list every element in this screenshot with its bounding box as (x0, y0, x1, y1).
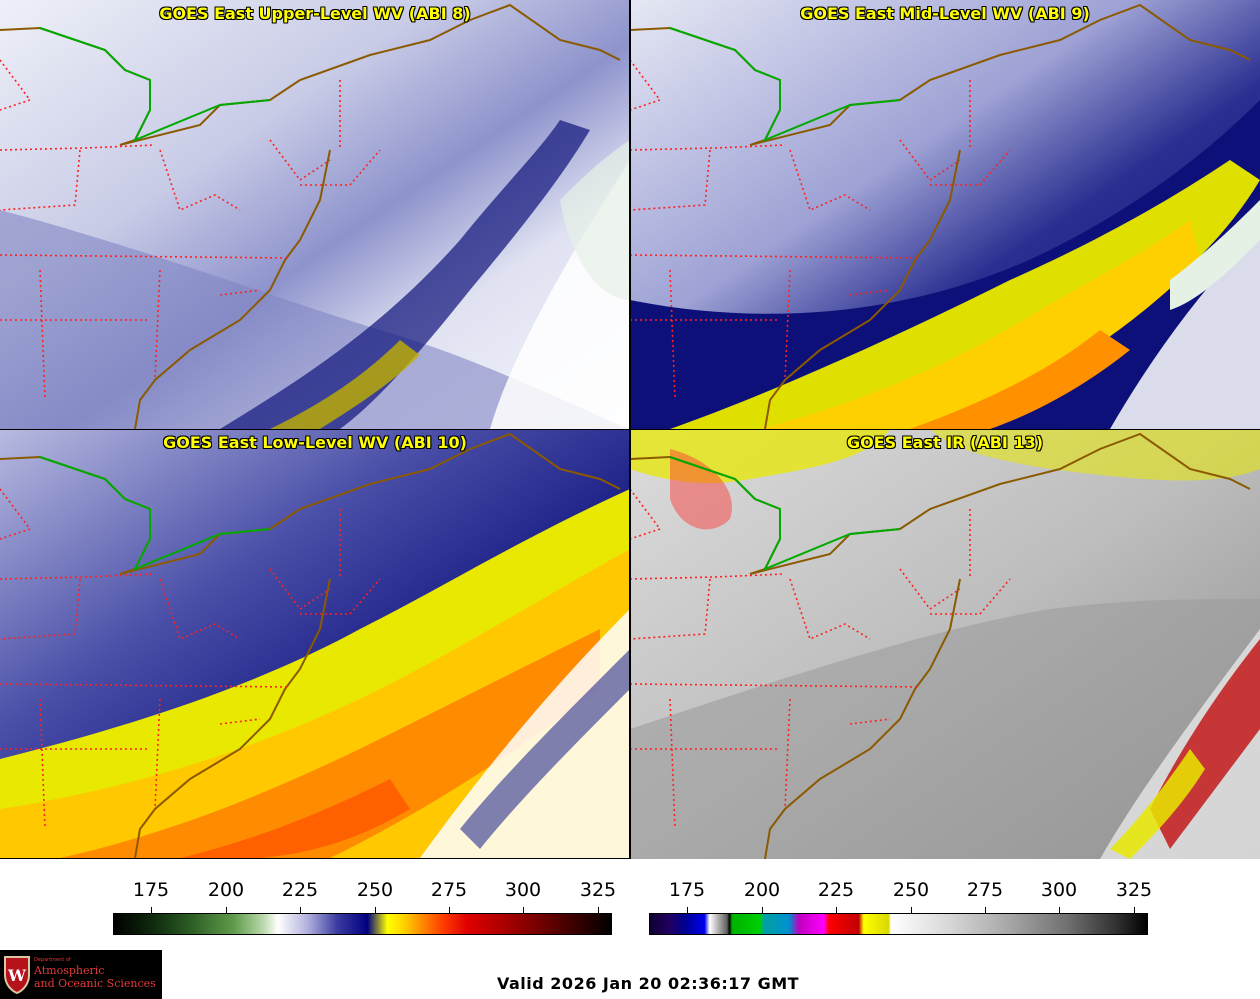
panel-title-upper-wv: GOES East Upper-Level WV (ABI 8) (159, 4, 471, 23)
aos-logo: W Department of Atmospheric and Oceanic … (0, 950, 162, 999)
panel-ir: GOES East IR (ABI 13) (630, 429, 1260, 859)
colorbar-ir-tickmark (1134, 907, 1135, 913)
colorbar-wv-tickmark (449, 907, 450, 913)
colorbar-wv-tick: 325 (579, 879, 617, 901)
mid-wv-image (630, 0, 1260, 429)
colorbar-ir-tickmark (985, 907, 986, 913)
panel-title-ir: GOES East IR (ABI 13) (846, 433, 1044, 452)
colorbar-wv-tick: 175 (132, 879, 170, 901)
colorbar-ir-gradient (649, 913, 1148, 935)
logo-name-line1: Atmospheric (34, 964, 105, 977)
colorbar-wv-tick: 225 (281, 879, 319, 901)
uw-crest-letter: W (7, 966, 27, 985)
panel-mid-level-wv: GOES East Mid-Level WV (ABI 9) (630, 0, 1260, 429)
panel-title-mid-wv: GOES East Mid-Level WV (ABI 9) (800, 4, 1090, 23)
colorbar-wv: 175 200 225 250 275 300 325 (113, 879, 616, 939)
panel-title-low-wv: GOES East Low-Level WV (ABI 10) (163, 433, 467, 452)
valid-time: Valid 2026 Jan 20 02:36:17 GMT (497, 974, 800, 993)
logo-department: Department of (34, 957, 71, 963)
low-wv-map-overlay (0, 432, 621, 858)
colorbar-ir-tick: 200 (743, 879, 781, 901)
colorbar-wv-gradient (113, 913, 612, 935)
colorbar-ir-tick: 275 (966, 879, 1004, 901)
colorbar-ir-tickmark (1059, 907, 1060, 913)
uw-crest-icon: W (4, 956, 30, 995)
colorbar-ir-tickmark (911, 907, 912, 913)
colorbar-ir-tickmark (836, 907, 837, 913)
colorbar-ir-tickmark (762, 907, 763, 913)
colorbar-wv-tickmark (300, 907, 301, 913)
colorbar-wv-tick: 300 (504, 879, 542, 901)
colorbar-wv-tickmark (598, 907, 599, 913)
colorbar-ir: 175 200 225 250 275 300 325 (649, 879, 1152, 939)
colorbar-ir-tickmark (687, 907, 688, 913)
upper-wv-map-overlay (0, 3, 621, 429)
ir-image (630, 429, 1260, 859)
colorbar-ir-tick: 225 (817, 879, 855, 901)
upper-wv-image (0, 0, 630, 429)
colorbar-wv-tickmark (375, 907, 376, 913)
colorbar-ir-tick: 300 (1040, 879, 1078, 901)
colorbar-wv-tickmark (523, 907, 524, 913)
ir-map-overlay (630, 432, 1251, 859)
panel-low-level-wv: GOES East Low-Level WV (ABI 10) (0, 429, 630, 858)
colorbar-wv-tick: 275 (430, 879, 468, 901)
panel-upper-level-wv: GOES East Upper-Level WV (ABI 8) (0, 0, 630, 429)
logo-name-line2: and Oceanic Sciences (34, 977, 156, 990)
colorbar-ir-tick: 250 (892, 879, 930, 901)
colorbar-ir-tick: 325 (1115, 879, 1153, 901)
colorbar-wv-tickmark (226, 907, 227, 913)
colorbar-ir-tick: 175 (668, 879, 706, 901)
colorbar-wv-tickmark (151, 907, 152, 913)
colorbar-wv-tick: 200 (207, 879, 245, 901)
colorbar-wv-tick: 250 (356, 879, 394, 901)
mid-wv-map-overlay (630, 3, 1251, 429)
panel-divider-horizontal (0, 429, 1260, 430)
